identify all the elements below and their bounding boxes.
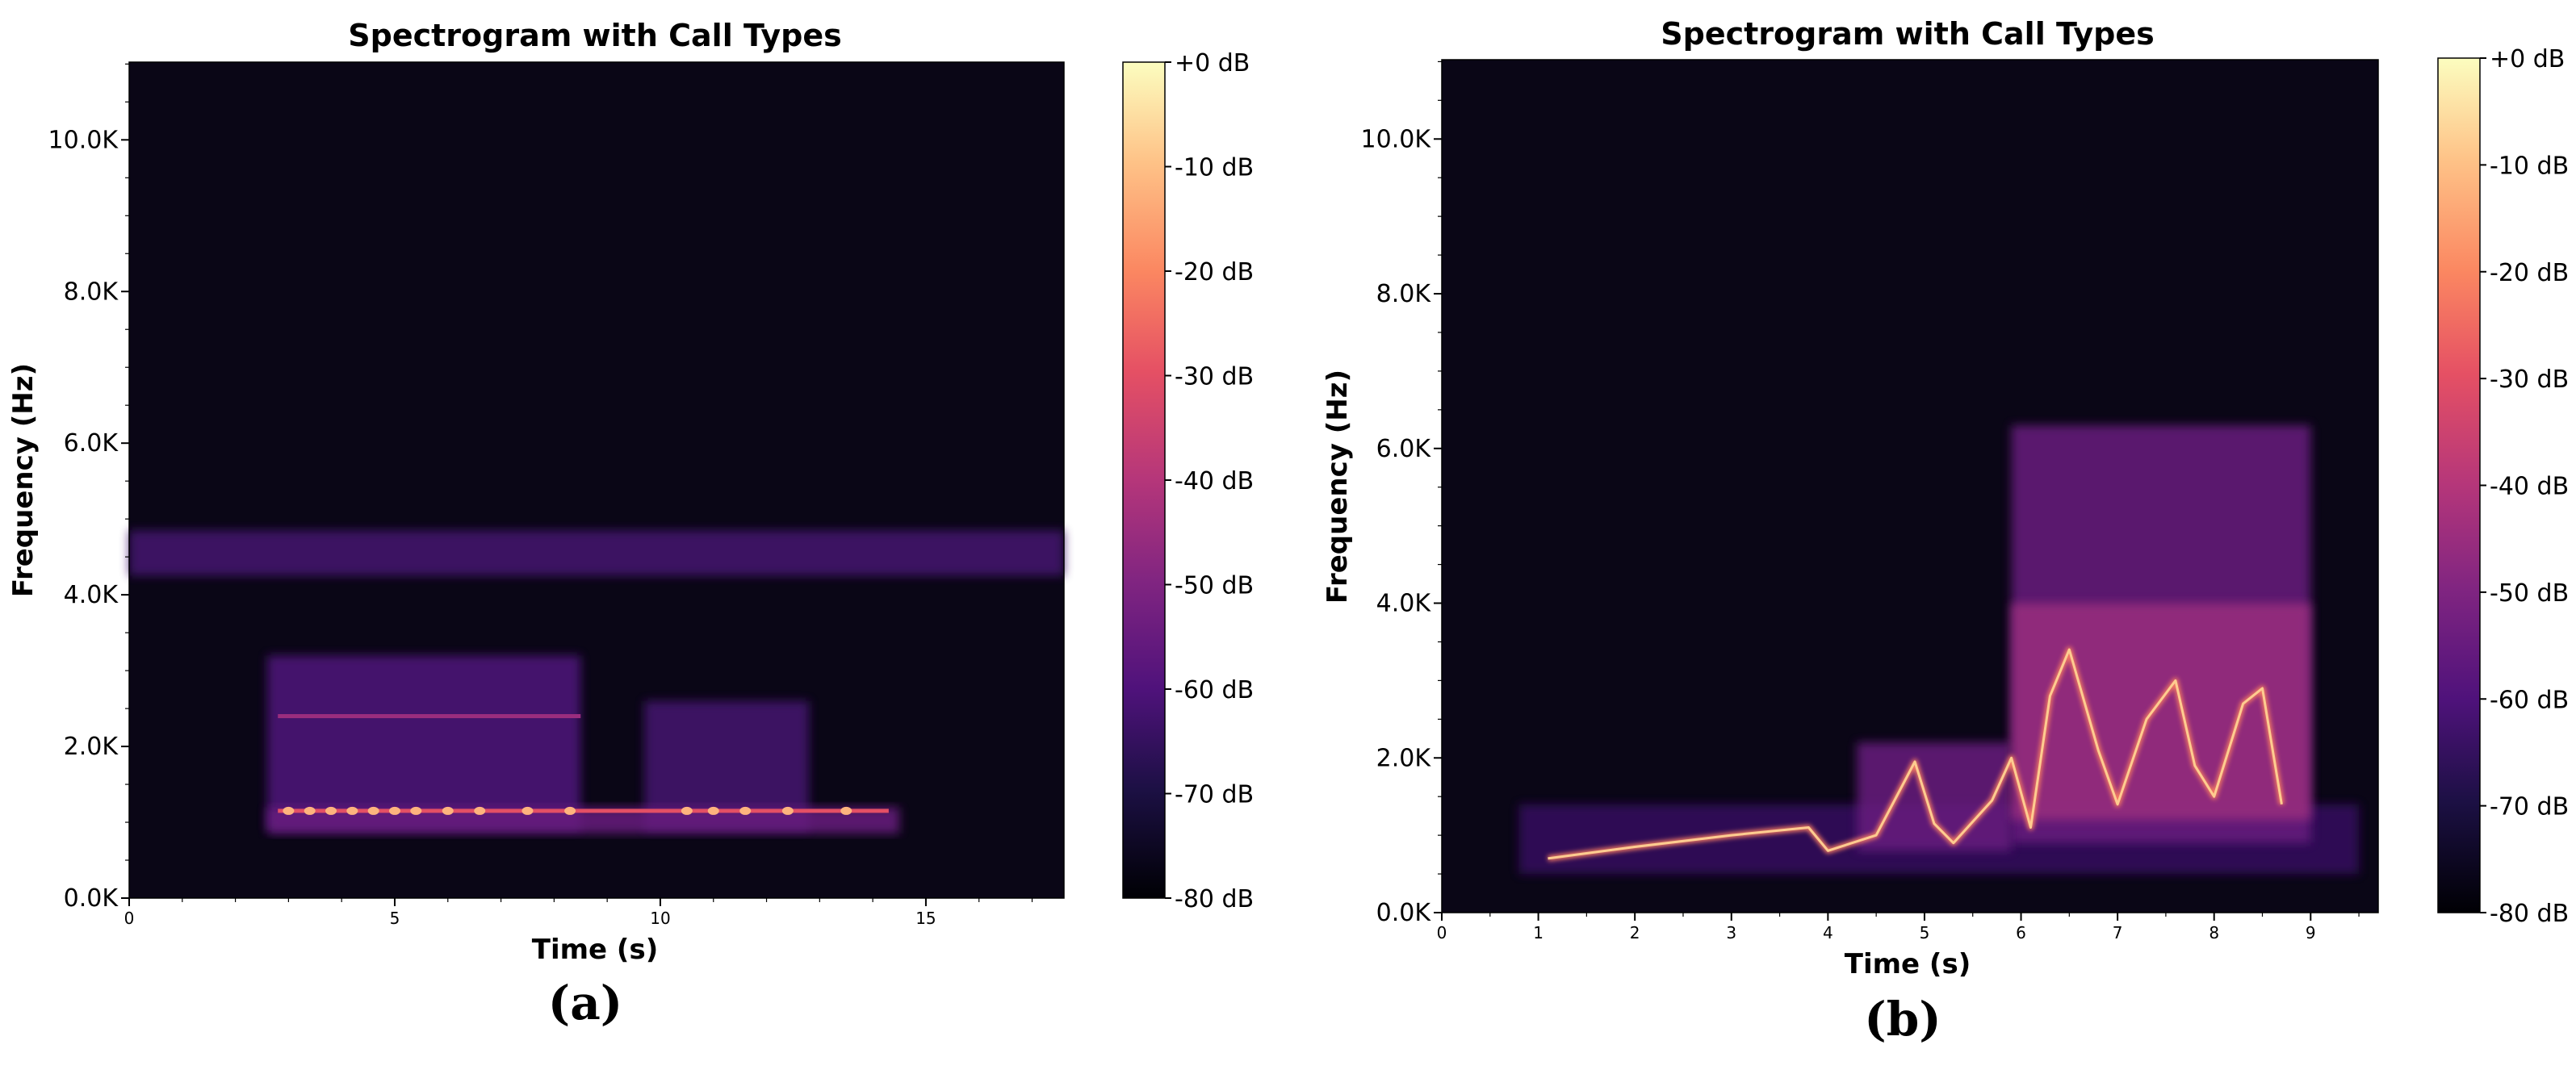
colorbar-tick-label-b-1: -10 dB: [2490, 152, 2569, 180]
chart-title-b: Spectrogram with Call Types: [1661, 16, 2154, 52]
energy-region-a-0: [129, 530, 1064, 576]
x-tick-label-a-0: 0: [124, 909, 135, 928]
colorbar-tick-label-a-0: +0 dB: [1175, 49, 1250, 77]
colorbar-tick-label-b-3: -30 dB: [2490, 366, 2569, 394]
colorbar-b: [2437, 57, 2481, 913]
energy-region-b-2: [1857, 742, 2012, 851]
y-tick-label-a-0: 0.0K: [64, 884, 119, 913]
panel-a: Spectrogram with Call Types 0 5 10 15 0.0K 2.…: [7, 18, 1254, 1030]
chart-title-a: Spectrogram with Call Types: [348, 18, 841, 53]
colorbar-tick-label-a-8: -80 dB: [1175, 885, 1254, 913]
x-tick-label-b-8: 8: [2209, 923, 2219, 942]
colorbar-tick-label-a-5: -50 dB: [1175, 572, 1254, 600]
call-pulse-a-8: [474, 806, 486, 815]
x-tick-label-b-3: 3: [1726, 923, 1736, 942]
y-axis-label-b: Frequency (Hz): [1322, 370, 1354, 604]
y-tick-label-b-3: 6.0K: [1376, 435, 1432, 463]
y-tick-label-a-4: 8.0K: [64, 278, 119, 306]
x-tick-label-b-1: 1: [1533, 923, 1544, 942]
call-pulse-a-14: [781, 806, 794, 815]
x-tick-label-b-0: 0: [1437, 923, 1447, 942]
colorbar-tick-label-a-2: -20 dB: [1175, 258, 1254, 286]
y-tick-label-b-0: 0.0K: [1376, 899, 1432, 927]
colorbar-tick-label-a-4: -40 dB: [1175, 467, 1254, 495]
colorbar-tick-label-a-3: -30 dB: [1175, 363, 1254, 391]
y-tick-label-b-2: 4.0K: [1376, 590, 1432, 618]
colorbar-ticks-a: +0 dB -10 dB -20 dB -30 dB -40 dB -50 dB -60 d…: [1165, 49, 1254, 913]
y-tick-label-b-5: 10.0K: [1361, 125, 1432, 153]
call-pulse-a-12: [707, 806, 719, 815]
colorbar-tick-label-b-6: -60 dB: [2490, 686, 2569, 714]
call-pulse-a-10: [564, 806, 576, 815]
y-axis-label-a: Frequency (Hz): [7, 363, 40, 597]
colorbar-tick-label-a-1: -10 dB: [1175, 154, 1254, 182]
call-pulse-a-9: [521, 806, 534, 815]
x-tick-label-b-5: 5: [1920, 923, 1930, 942]
spectrogram-a: [129, 530, 1064, 834]
call-pulse-a-15: [840, 806, 852, 815]
energy-region-a-1: [267, 655, 581, 830]
x-tick-label-a-2: 10: [650, 909, 670, 928]
y-tick-label-a-1: 2.0K: [64, 733, 119, 761]
colorbar-ticks-b: +0 dB -10 dB -20 dB -30 dB -40 dB -50 dB -60 d…: [2480, 45, 2569, 928]
panel-label-b: (b): [1864, 992, 1941, 1047]
call-pulse-a-7: [442, 806, 454, 815]
colorbar-tick-label-b-2: -20 dB: [2490, 259, 2569, 287]
energy-region-b-3: [2011, 603, 2311, 820]
x-tick-label-b-4: 4: [1823, 923, 1833, 942]
colorbar-tick-label-b-8: -80 dB: [2490, 900, 2569, 928]
colorbar-tick-label-a-7: -70 dB: [1175, 781, 1254, 809]
x-tick-label-b-2: 2: [1630, 923, 1640, 942]
call-pulse-a-1: [304, 806, 316, 815]
y-tick-label-b-1: 2.0K: [1376, 744, 1432, 772]
colorbar-tick-label-b-0: +0 dB: [2490, 45, 2565, 73]
panel-label-a: (a): [548, 976, 622, 1030]
call-contour-core-b: [1548, 648, 2283, 860]
axes-b: 0 1 2 3 4 5 6 7 8 9 0.0K 2.0K 4.0K 6.0K 8.0K 10.0K: [1361, 59, 2379, 942]
call-pulse-a-11: [681, 806, 693, 815]
y-tick-label-a-3: 6.0K: [64, 429, 119, 458]
y-tick-label-a-2: 4.0K: [64, 581, 119, 609]
axes-frame-b: [1441, 59, 2379, 913]
colorbar-tick-label-b-7: -70 dB: [2490, 793, 2569, 821]
call-pulse-a-5: [388, 806, 400, 815]
axes-frame-a: [128, 61, 1065, 899]
x-tick-label-a-3: 15: [915, 909, 936, 928]
colorbar-tick-label-a-6: -60 dB: [1175, 676, 1254, 704]
y-tick-label-b-4: 8.0K: [1376, 280, 1432, 308]
call-pulse-a-6: [410, 806, 422, 815]
x-tick-label-b-6: 6: [2016, 923, 2026, 942]
call-pulse-a-0: [283, 806, 295, 815]
call-pulse-a-13: [739, 806, 752, 815]
call-pulse-a-2: [325, 806, 337, 815]
colorbar-a: [1122, 61, 1166, 899]
axes-a: 0 5 10 15 0.0K 2.0K 4.0K 6.0K 8.0K 10.0K: [48, 61, 1065, 928]
x-tick-label-b-9: 9: [2306, 923, 2316, 942]
x-axis-label-b: Time (s): [1845, 948, 1971, 980]
call-pulse-a-4: [367, 806, 379, 815]
x-tick-label-a-1: 5: [390, 909, 400, 928]
colorbar-tick-label-b-5: -50 dB: [2490, 579, 2569, 608]
x-tick-label-b-7: 7: [2113, 923, 2123, 942]
colorbar-tick-label-b-4: -40 dB: [2490, 473, 2569, 501]
x-axis-label-a: Time (s): [532, 934, 659, 966]
panel-b: Spectrogram with Call Types 0 1 2 3 4 5 6 7 8 9 0.…: [1322, 16, 2569, 1047]
call-pulse-a-3: [346, 806, 358, 815]
spectrogram-b: [1518, 425, 2360, 875]
y-tick-label-a-5: 10.0K: [48, 126, 119, 154]
